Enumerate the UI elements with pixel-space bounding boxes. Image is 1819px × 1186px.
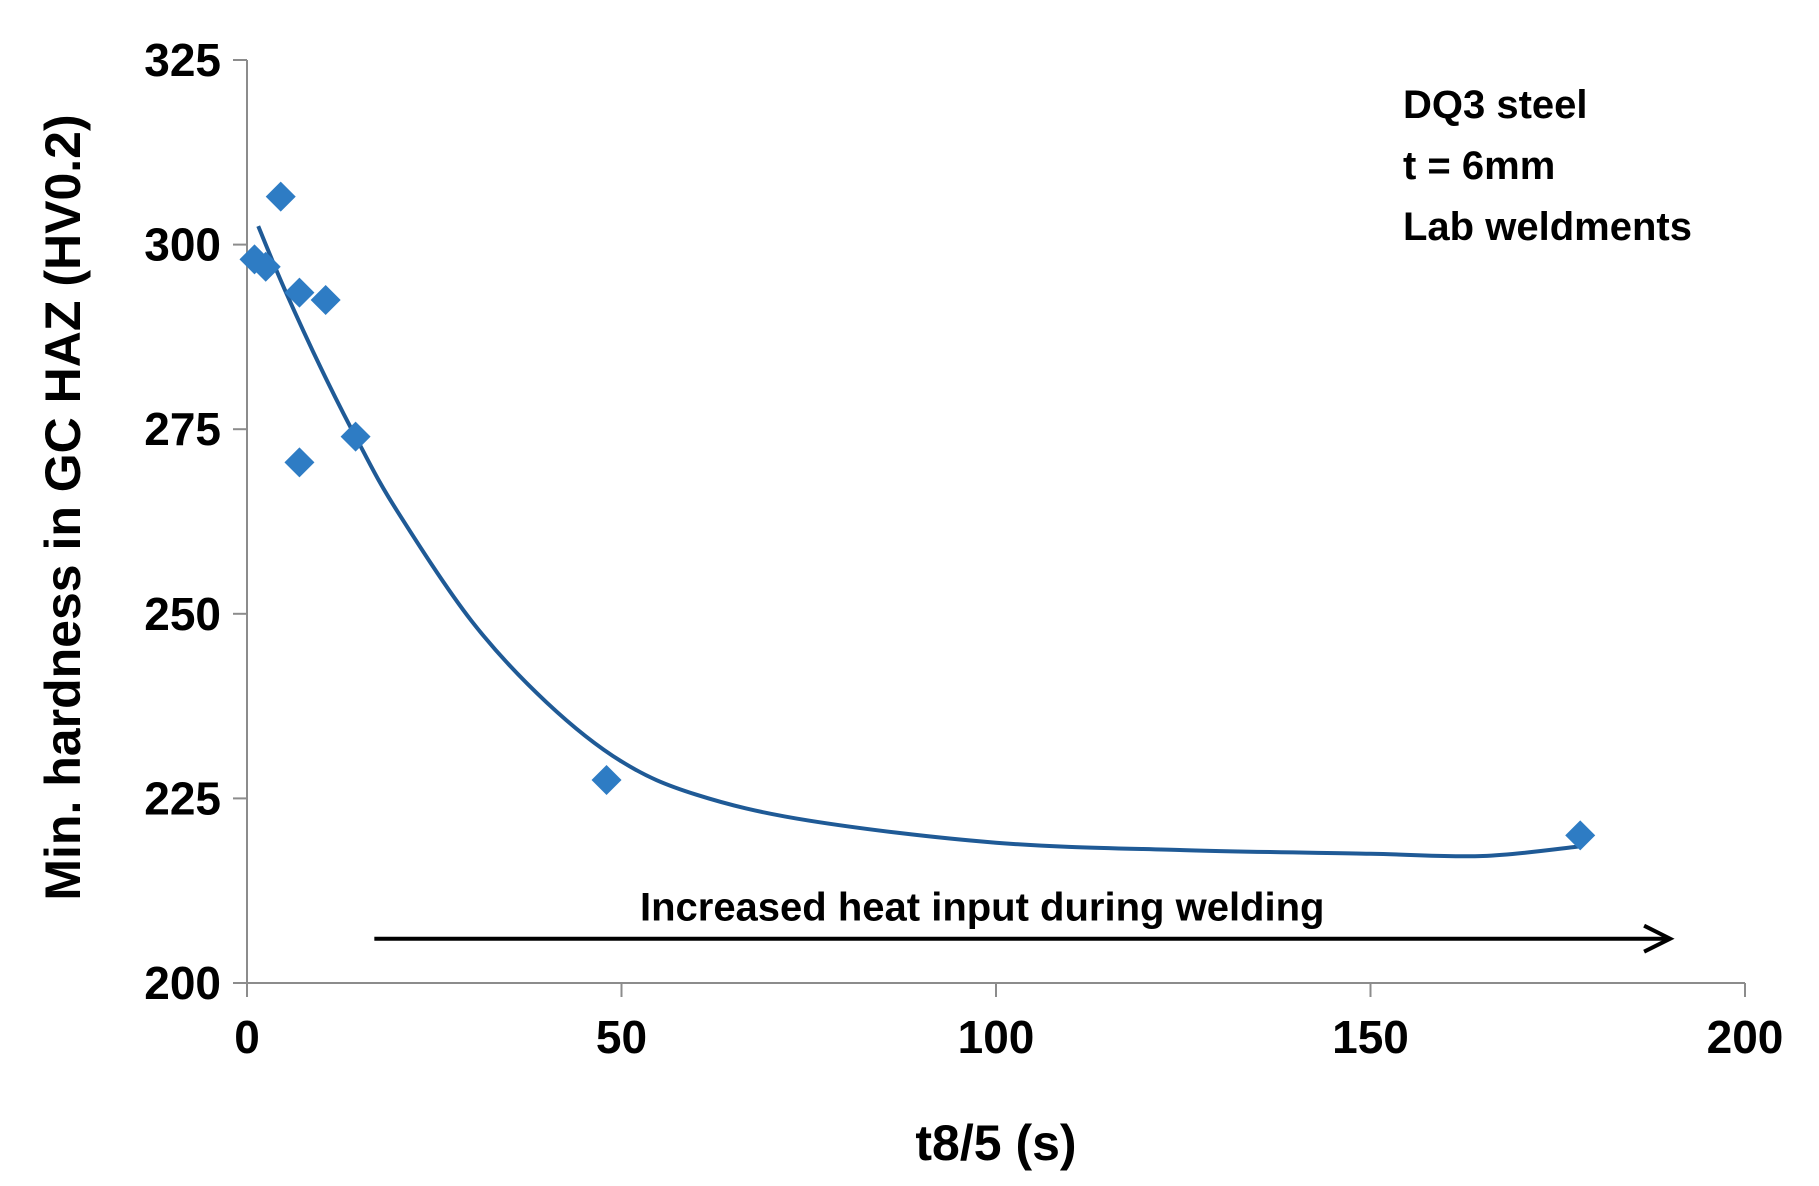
info-annotation: DQ3 steel t = 6mm Lab weldments bbox=[1403, 83, 1692, 249]
data-point bbox=[265, 181, 296, 212]
trend-line bbox=[256, 225, 1581, 859]
info-line-thickness: t = 6mm bbox=[1403, 144, 1555, 188]
x-axis-ticks: 0 50 100 150 200 bbox=[234, 983, 1783, 1063]
data-point bbox=[284, 277, 315, 308]
heat-input-arrow: Increased heat input during welding bbox=[374, 886, 1675, 954]
y-tick-label: 275 bbox=[144, 403, 221, 455]
data-points bbox=[239, 181, 1596, 851]
y-tick-label: 300 bbox=[144, 219, 221, 271]
data-point bbox=[284, 447, 315, 478]
x-tick-label: 0 bbox=[234, 1011, 260, 1063]
info-line-steel: DQ3 steel bbox=[1403, 83, 1588, 127]
x-axis-title: t8/5 (s) bbox=[915, 1115, 1076, 1171]
y-tick-label: 325 bbox=[144, 34, 221, 86]
y-tick-label: 250 bbox=[144, 588, 221, 640]
x-tick-label: 200 bbox=[1707, 1011, 1784, 1063]
x-tick-label: 100 bbox=[958, 1011, 1035, 1063]
arrow-label: Increased heat input during welding bbox=[640, 886, 1325, 930]
x-tick-label: 50 bbox=[596, 1011, 647, 1063]
y-tick-label: 225 bbox=[144, 772, 221, 824]
data-point bbox=[591, 764, 622, 795]
data-point bbox=[1565, 820, 1596, 851]
x-tick-label: 150 bbox=[1332, 1011, 1409, 1063]
info-line-weldments: Lab weldments bbox=[1403, 205, 1692, 249]
y-axis-ticks: 200 225 250 275 300 325 bbox=[144, 34, 247, 1009]
y-axis-title: Min. hardness in GC HAZ (HV0.2) bbox=[35, 114, 91, 900]
data-point bbox=[310, 284, 341, 315]
y-tick-label: 200 bbox=[144, 957, 221, 1009]
data-point bbox=[340, 421, 371, 452]
arrow-head bbox=[1643, 923, 1675, 954]
data-point bbox=[250, 251, 281, 282]
